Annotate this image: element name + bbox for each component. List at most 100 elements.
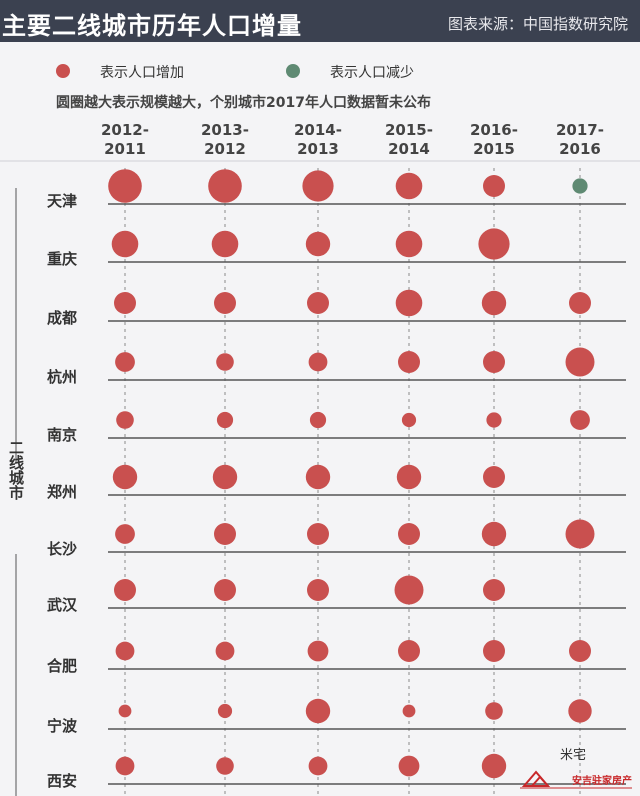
data-bubble: [115, 524, 135, 544]
city-label: 杭州: [47, 368, 77, 386]
data-bubble: [116, 411, 134, 429]
data-bubble: [394, 575, 424, 605]
data-bubble: [216, 757, 234, 775]
column-header-top: 2014-: [294, 121, 342, 139]
data-bubble: [308, 352, 328, 372]
data-bubble: [305, 231, 331, 257]
data-bubble: [481, 521, 507, 547]
city-label: 长沙: [47, 540, 77, 558]
data-bubble: [216, 411, 234, 429]
data-bubble: [483, 351, 505, 373]
data-bubble: [216, 353, 234, 371]
data-bubble: [395, 289, 423, 317]
legend-increase-marker: [56, 64, 70, 78]
data-bubble: [115, 756, 135, 776]
data-bubble: [398, 755, 420, 777]
chart-note: 圆圈越大表示规模越大，个别城市2017年人口数据暂未公布: [56, 95, 431, 111]
city-label: 重庆: [47, 250, 77, 268]
data-bubble: [569, 640, 591, 662]
data-bubble: [212, 464, 238, 490]
group-label-bg: [4, 462, 28, 554]
data-bubble: [478, 228, 510, 260]
data-bubble: [302, 170, 334, 202]
data-bubble: [114, 292, 136, 314]
data-bubble: [217, 703, 233, 719]
chart-source: 图表来源：中国指数研究院: [447, 15, 628, 33]
data-bubble: [481, 753, 507, 779]
chart-title: 主要二线城市历年人口增量: [2, 12, 302, 40]
city-label: 南京: [47, 426, 77, 444]
data-bubble: [214, 292, 236, 314]
column-header-top: 2015-: [385, 121, 433, 139]
data-bubble: [395, 172, 423, 200]
column-header-bottom: 2013: [297, 140, 339, 158]
city-label: 合肥: [46, 657, 77, 675]
data-bubble: [570, 410, 590, 430]
data-bubble: [572, 178, 588, 194]
data-bubble: [565, 347, 595, 377]
column-header-top: 2016-: [470, 121, 518, 139]
data-bubble: [115, 641, 135, 661]
data-bubble: [483, 579, 505, 601]
brand-logo: [520, 770, 632, 789]
data-bubble: [569, 292, 591, 314]
data-bubble: [215, 641, 235, 661]
data-bubble: [307, 579, 329, 601]
city-label: 武汉: [47, 596, 78, 614]
data-bubble: [398, 640, 420, 662]
data-bubble: [396, 464, 422, 490]
data-bubble: [111, 230, 139, 258]
data-bubble: [307, 640, 329, 662]
legend-increase-label: 表示人口增加: [100, 65, 184, 81]
data-bubble: [208, 169, 242, 203]
data-bubble: [211, 230, 239, 258]
column-header-top: 2012-: [101, 121, 149, 139]
data-bubble: [486, 412, 502, 428]
data-bubble: [402, 704, 416, 718]
data-bubble: [214, 579, 236, 601]
city-label: 郑州: [47, 483, 77, 501]
data-bubble: [395, 230, 423, 258]
data-bubble: [214, 523, 236, 545]
data-bubble: [308, 756, 328, 776]
column-header-bottom: 2011: [104, 140, 146, 158]
column-header-top: 2013-: [201, 121, 249, 139]
data-bubble: [401, 412, 417, 428]
data-bubble: [483, 466, 505, 488]
column-header-bottom: 2015: [473, 140, 515, 158]
brand-logo-text: 安吉驻家房产: [572, 776, 632, 787]
data-bubble: [112, 464, 138, 490]
group-label: 二线城市: [7, 440, 25, 501]
header-bar: 主要二线城市历年人口增量 图表来源：中国指数研究院: [0, 0, 640, 42]
data-bubble: [118, 704, 132, 718]
city-label: 西安: [47, 772, 77, 790]
column-header-bottom: 2014: [388, 140, 430, 158]
data-bubble: [398, 351, 420, 373]
data-bubble: [483, 175, 505, 197]
legend-decrease-label: 表示人口减少: [330, 65, 414, 81]
data-bubble: [108, 169, 142, 203]
data-bubble: [565, 519, 595, 549]
data-bubble: [398, 523, 420, 545]
data-bubble: [305, 464, 331, 490]
city-label: 成都: [47, 309, 77, 327]
data-bubble: [483, 640, 505, 662]
column-header-top: 2017-: [556, 121, 604, 139]
column-header-bottom: 2012: [204, 140, 246, 158]
city-label: 宁波: [47, 717, 78, 735]
data-bubble: [481, 290, 507, 316]
column-header-bottom: 2016: [559, 140, 601, 158]
data-bubble: [309, 411, 327, 429]
watermark-text: 米宅: [560, 748, 587, 763]
city-label: 天津: [47, 192, 77, 210]
data-bubble: [305, 698, 331, 724]
legend-decrease-marker: [286, 64, 300, 78]
data-bubble: [115, 352, 135, 372]
data-bubble: [114, 579, 136, 601]
data-bubble: [568, 699, 592, 723]
data-bubble: [307, 292, 329, 314]
data-bubble: [307, 523, 329, 545]
data-bubble: [485, 702, 503, 720]
